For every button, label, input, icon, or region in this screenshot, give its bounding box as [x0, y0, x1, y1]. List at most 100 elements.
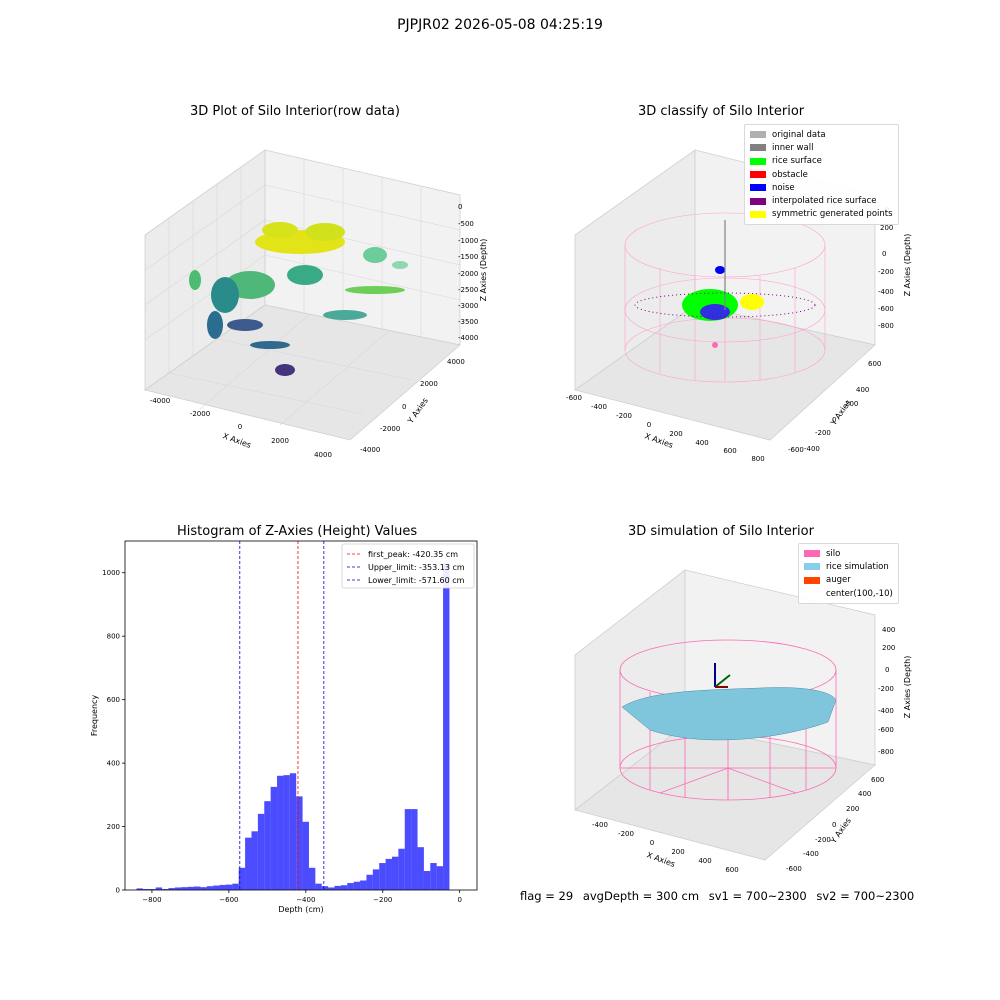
histogram-bar [289, 773, 297, 890]
svg-text:2000: 2000 [420, 380, 438, 388]
histogram-bar [430, 863, 437, 890]
histogram-bar [283, 775, 290, 890]
histogram-chart[interactable]: −800 −600 −400 −200 0 0 200 400 600 800 1000 Depth … [80, 535, 490, 920]
histogram-bar [245, 837, 252, 890]
svg-text:-4000: -4000 [150, 397, 170, 405]
y-tick-label: 400 [107, 760, 120, 768]
histogram-bar [213, 885, 220, 890]
svg-text:-400: -400 [878, 288, 894, 296]
svg-text:-800: -800 [878, 322, 894, 330]
svg-text:0: 0 [402, 403, 406, 411]
legend-swatch [750, 131, 766, 139]
svg-text:600: 600 [725, 866, 738, 874]
histogram-bar [251, 831, 258, 890]
legend-label: inner wall [772, 142, 814, 153]
histogram-bar [391, 856, 399, 890]
legend-label: interpolated rice surface [772, 196, 877, 207]
classify-y-label: Y Axies [828, 398, 853, 428]
histogram-bar [353, 881, 361, 890]
legend-label: first_peak: -420.35 cm [368, 550, 458, 559]
histogram-bar [225, 884, 233, 890]
svg-text:800: 800 [751, 455, 764, 463]
svg-text:200: 200 [882, 644, 895, 652]
histogram-bar [187, 886, 195, 890]
histogram-frame [124, 540, 478, 891]
legend-item: rice simulation [804, 560, 893, 573]
svg-text:0: 0 [832, 416, 836, 424]
svg-text:-2500: -2500 [458, 286, 478, 294]
legend-item: rice surface [750, 155, 893, 168]
histogram-bar [308, 867, 316, 890]
histogram-bar [404, 809, 412, 890]
legend-label: silo [826, 548, 841, 559]
legend-item: obstacle [750, 168, 893, 181]
y-tick-label: 0 [116, 887, 120, 895]
legend-item: noise [750, 181, 893, 194]
legend-item: interpolated rice surface [750, 194, 893, 207]
x-tick-label: 0 [457, 896, 461, 904]
sv1-text: sv1 = 700~2300 [708, 889, 807, 903]
svg-text:-600: -600 [878, 305, 894, 313]
legend-item: silo [804, 547, 893, 560]
histogram-bar [417, 847, 424, 890]
histogram-bar [277, 775, 284, 890]
svg-text:4000: 4000 [447, 358, 465, 366]
histogram-bar [232, 883, 239, 890]
status-footer: flag = 29 avgDepth = 300 cm sv1 = 700~23… [520, 889, 920, 903]
svg-text:-200: -200 [815, 836, 831, 844]
legend-item: inner wall [750, 141, 893, 154]
histogram-bar [219, 884, 226, 890]
classify-y-ticks: 600 400 200 0-200 -400-600 [788, 360, 881, 454]
histogram-bar [321, 886, 329, 890]
histogram-bar [436, 866, 444, 890]
svg-text:-2000: -2000 [380, 425, 400, 433]
svg-text:-800: -800 [878, 748, 894, 756]
legend-label: obstacle [772, 169, 808, 180]
histogram-bar [264, 801, 271, 890]
svg-text:-600: -600 [788, 446, 804, 454]
avg-depth-text: avgDepth = 300 cm [582, 889, 700, 903]
svg-text:0: 0 [458, 203, 462, 211]
histogram-title: Histogram of Z-Axies (Height) Values [177, 524, 418, 539]
classify-x-ticks: -600 -400 -200 0 200 400 600 800 [566, 394, 765, 463]
y-tick-label: 200 [107, 823, 120, 831]
svg-text:0: 0 [647, 421, 651, 429]
svg-text:-500: -500 [458, 220, 474, 228]
svg-text:-200: -200 [618, 830, 634, 838]
legend-swatch [804, 590, 820, 597]
histogram-bar [296, 796, 303, 890]
svg-text:0: 0 [832, 821, 836, 829]
svg-text:-3000: -3000 [458, 302, 478, 310]
histogram-bar [398, 848, 405, 890]
svg-text:-200: -200 [878, 685, 894, 693]
raw-z-ticks: 0 -500 -1000 -1500 -2000 -2500 -3000 -3500 -400… [458, 203, 478, 342]
svg-text:-1500: -1500 [458, 253, 478, 261]
histogram-bar [206, 886, 214, 890]
svg-text:0: 0 [238, 423, 242, 431]
svg-text:-200: -200 [815, 429, 831, 437]
legend-label: auger [826, 575, 851, 586]
x-tick-label: −800 [142, 896, 161, 904]
histogram-bar [411, 809, 418, 890]
raw-3d-box [144, 149, 461, 441]
raw-3d-plot[interactable]: 0 -500 -1000 -1500 -2000 -2500 -3000 -3500 -400… [130, 130, 490, 460]
histogram-bar [443, 563, 450, 890]
x-tick-label: −600 [219, 896, 238, 904]
legend-swatch [750, 197, 766, 205]
svg-text:-2000: -2000 [190, 410, 210, 418]
svg-text:400: 400 [856, 386, 869, 394]
simulation-rice-surface [621, 687, 837, 741]
legend-label: rice surface [772, 156, 822, 167]
flag-text: flag = 29 [520, 889, 574, 903]
y-tick-label: 1000 [102, 569, 120, 577]
raw-y-ticks: 4000 2000 0 -2000 -4000 [360, 358, 465, 454]
svg-text:400: 400 [882, 626, 895, 634]
simulation-z-label: Z Axies (Depth) [903, 656, 912, 719]
figure-title: PJPJR02 2026-05-08 04:25:19 [397, 17, 603, 33]
svg-text:200: 200 [669, 430, 682, 438]
svg-text:200: 200 [671, 848, 684, 856]
raw-x-label: X Axies [221, 431, 252, 450]
histogram-bar [181, 887, 188, 890]
legend-swatch [804, 550, 820, 558]
